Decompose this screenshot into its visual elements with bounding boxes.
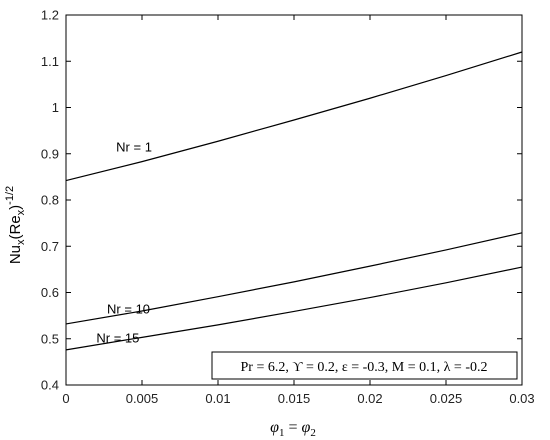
x-axis-label: φ1 = φ2	[270, 419, 316, 439]
y-tick-label: 1.1	[41, 54, 59, 69]
y-tick-label: 0.8	[41, 193, 59, 208]
y-axis-label: Nux(Rex)-1/2	[4, 186, 27, 264]
x-tick-label: 0	[62, 391, 69, 406]
y-tick-label: 1.2	[41, 8, 59, 23]
series-layer	[65, 51, 523, 351]
y-tick-label: 1	[52, 100, 59, 115]
y-tick-label: 0.6	[41, 285, 59, 300]
x-tick-label: 0.02	[357, 391, 382, 406]
y-tick-label: 0.7	[41, 239, 59, 254]
series-label: Nr = 15	[96, 330, 139, 345]
y-tick-label: 0.5	[41, 331, 59, 346]
annotation-text: Pr = 6.2, ϒ = 0.2, ε = -0.3, M = 0.1, λ …	[241, 360, 488, 375]
series-labels: Nr = 1 Nr = 10 Nr = 15	[96, 139, 152, 345]
series-line	[65, 266, 523, 351]
series-line	[65, 232, 523, 325]
x-tick-label: 0.01	[205, 391, 230, 406]
x-tick-label: 0.005	[126, 391, 159, 406]
series-line	[65, 51, 523, 182]
series-label: Nr = 1	[116, 139, 152, 154]
annotation-box: Pr = 6.2, ϒ = 0.2, ε = -0.3, M = 0.1, λ …	[211, 351, 518, 380]
axis-ticks: 0 0.005 0.01 0.015 0.02 0.025 0.03 0.4 0.5 0.6 0.7…	[41, 8, 535, 407]
y-tick-label: 0.4	[41, 378, 59, 393]
x-tick-label: 0.025	[430, 391, 463, 406]
x-tick-label: 0.015	[278, 391, 311, 406]
y-tick-label: 0.9	[41, 146, 59, 161]
series-label: Nr = 10	[107, 301, 150, 316]
x-tick-label: 0.03	[509, 391, 534, 406]
